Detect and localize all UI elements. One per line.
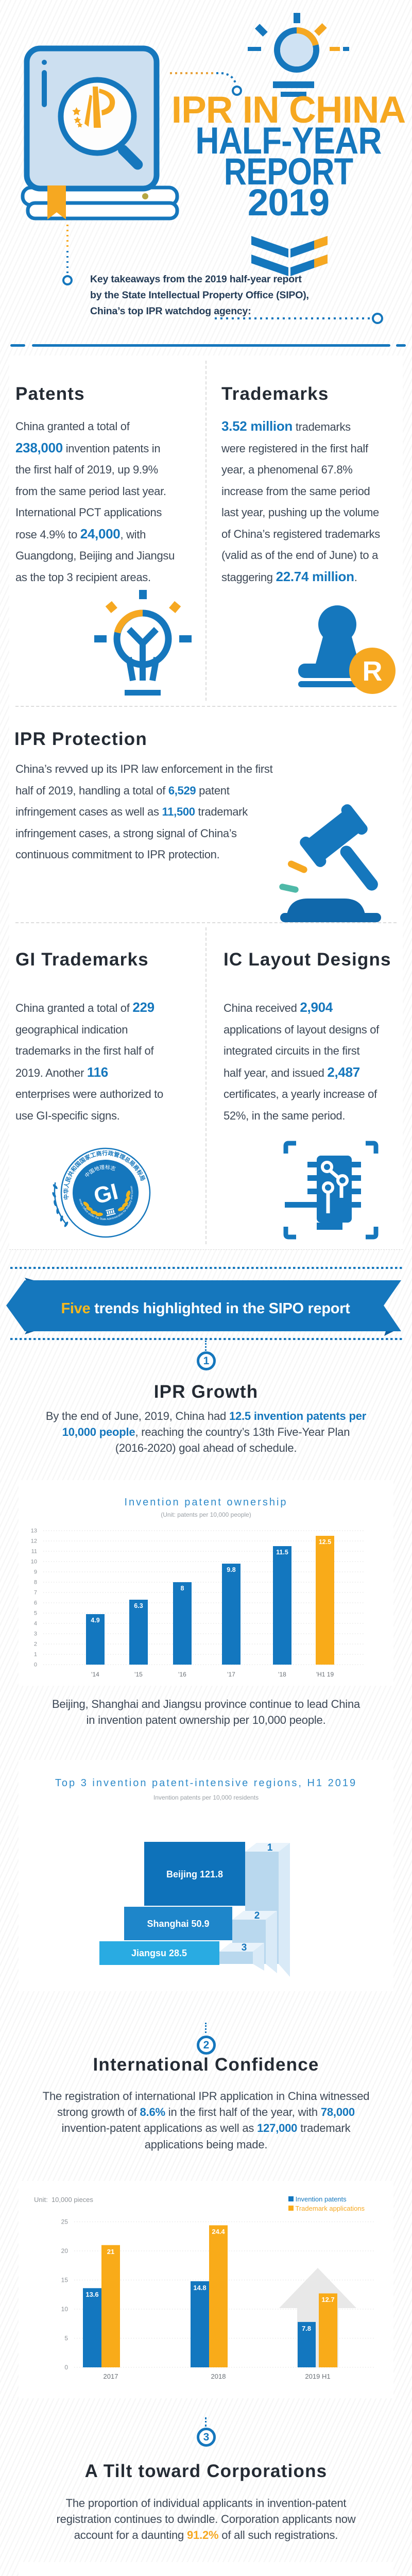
svg-text:'16: '16 [178,1671,186,1678]
svg-text:'15: '15 [134,1671,143,1678]
svg-text:21: 21 [107,2248,114,2256]
svg-text:6.3: 6.3 [134,1602,143,1609]
svg-text:2018: 2018 [211,2372,226,2380]
svg-text:13.6: 13.6 [85,2291,98,2298]
svg-text:1: 1 [267,1842,273,1853]
svg-text:R: R [363,656,383,687]
svg-text:'18: '18 [278,1671,286,1678]
svg-text:6: 6 [34,1600,37,1606]
svg-text:11: 11 [31,1549,37,1555]
svg-text:10: 10 [31,1559,37,1565]
svg-text:9: 9 [34,1569,37,1575]
svg-text:14.8: 14.8 [193,2284,206,2292]
svg-text:3: 3 [34,1631,37,1637]
svg-text:12: 12 [31,1538,37,1545]
svg-text:GI: GI [91,1179,121,1209]
svg-text:20: 20 [61,2247,68,2255]
svg-text:0: 0 [34,1662,37,1668]
svg-text:'14: '14 [91,1671,99,1678]
svg-text:2: 2 [254,1910,260,1921]
svg-text:2: 2 [34,1641,37,1648]
svg-text:5: 5 [34,1611,37,1617]
svg-text:3: 3 [242,1942,247,1953]
svg-text:12.7: 12.7 [321,2296,334,2303]
svg-text:Beijing 121.8: Beijing 121.8 [166,1869,223,1879]
svg-text:'H1 19: 'H1 19 [316,1671,334,1678]
svg-text:0: 0 [64,2364,68,2371]
svg-text:15: 15 [61,2277,68,2284]
svg-text:Shanghai 50.9: Shanghai 50.9 [147,1919,209,1929]
svg-text:7: 7 [34,1590,37,1596]
svg-text:25: 25 [61,2218,68,2226]
svg-text:'17: '17 [227,1671,235,1678]
svg-text:10: 10 [61,2306,68,2313]
svg-text:2017: 2017 [104,2372,118,2380]
svg-text:12.5: 12.5 [319,1538,331,1546]
svg-text:4.9: 4.9 [91,1617,99,1624]
svg-text:Jiangsu 28.5: Jiangsu 28.5 [131,1948,187,1958]
svg-text:Five trends highlighted in the: Five trends highlighted in the SIPO repo… [61,1300,350,1317]
svg-text:4: 4 [34,1621,37,1627]
svg-text:8: 8 [34,1580,37,1586]
svg-text:9.8: 9.8 [227,1566,235,1573]
svg-text:11.5: 11.5 [276,1549,288,1556]
svg-text:7.8: 7.8 [302,2325,311,2332]
svg-text:5: 5 [64,2335,68,2342]
svg-text:13: 13 [31,1528,37,1534]
svg-text:2019 H1: 2019 H1 [305,2372,330,2380]
svg-text:24.4: 24.4 [212,2228,225,2235]
svg-text:1: 1 [34,1652,37,1658]
svg-text:8: 8 [181,1585,184,1592]
